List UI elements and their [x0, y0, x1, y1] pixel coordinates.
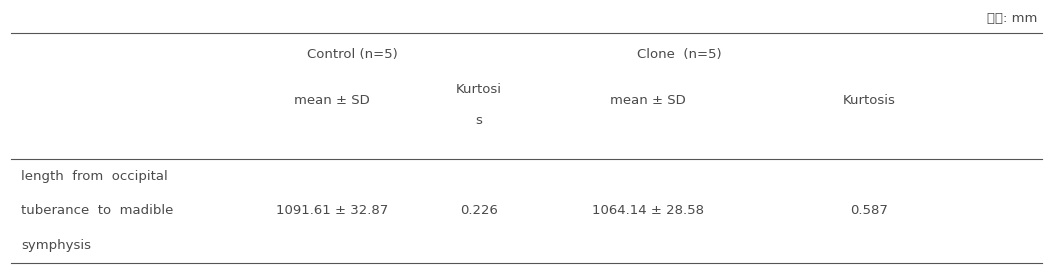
Text: s: s — [476, 114, 482, 127]
Text: Control (n=5): Control (n=5) — [307, 48, 398, 61]
Text: 1064.14 ± 28.58: 1064.14 ± 28.58 — [592, 204, 703, 218]
Text: mean ± SD: mean ± SD — [294, 93, 370, 107]
Text: Clone  (n=5): Clone (n=5) — [637, 48, 721, 61]
Text: 1091.61 ± 32.87: 1091.61 ± 32.87 — [276, 204, 388, 218]
Text: length  from  occipital: length from occipital — [21, 170, 167, 183]
Text: 0.587: 0.587 — [850, 204, 888, 218]
Text: Kurtosis: Kurtosis — [842, 93, 895, 107]
Text: Kurtosi: Kurtosi — [456, 82, 502, 96]
Text: 단위: mm: 단위: mm — [987, 12, 1037, 25]
Text: symphysis: symphysis — [21, 239, 91, 252]
Text: tuberance  to  madible: tuberance to madible — [21, 204, 174, 218]
Text: mean ± SD: mean ± SD — [610, 93, 686, 107]
Text: 0.226: 0.226 — [460, 204, 498, 218]
